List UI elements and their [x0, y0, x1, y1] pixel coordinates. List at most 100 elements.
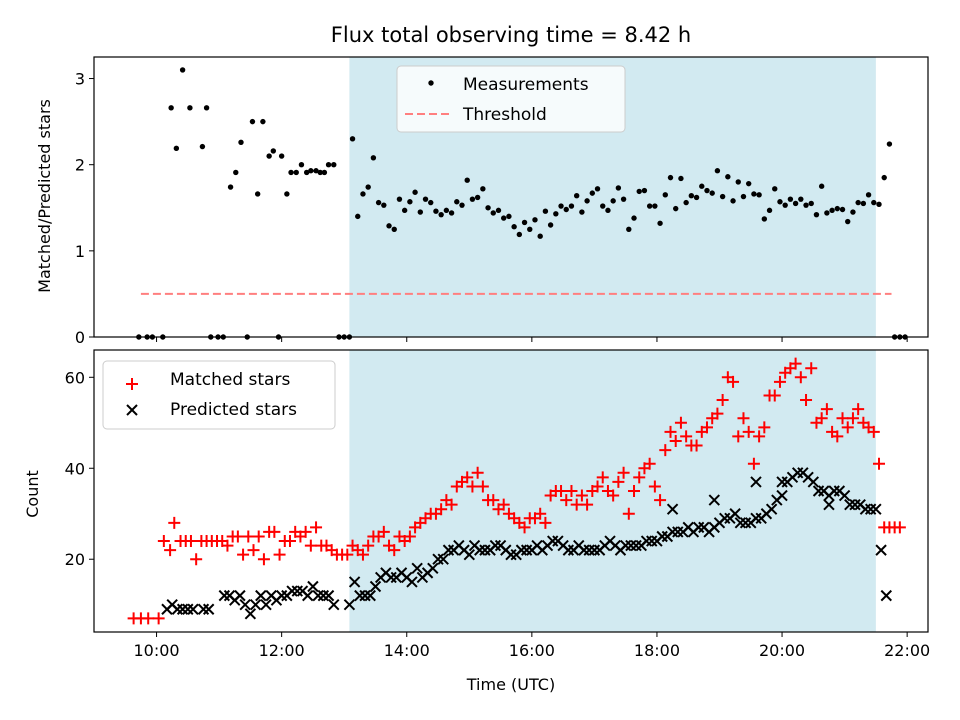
- data-point: [275, 589, 288, 602]
- data-point: [202, 603, 215, 615]
- data-point: [666, 526, 679, 538]
- data-point: [581, 498, 594, 511]
- data-point: [666, 503, 679, 515]
- data-point: [252, 530, 265, 543]
- data-point: [176, 603, 189, 615]
- data-point: [750, 476, 762, 488]
- data-point: [742, 425, 755, 438]
- data-point: [565, 485, 578, 497]
- data-point: [570, 498, 583, 511]
- data-point: [233, 169, 239, 176]
- data-point: [312, 589, 324, 602]
- data-point: [612, 475, 625, 488]
- data-point: [831, 430, 844, 443]
- bottom-y-tick-label: 60: [65, 368, 85, 387]
- data-point: [562, 544, 575, 556]
- data-point: [547, 222, 554, 228]
- data-point: [812, 485, 825, 497]
- data-point: [667, 174, 674, 181]
- data-point: [871, 199, 877, 206]
- legend-predicted-label: Predicted stars: [170, 400, 297, 420]
- data-point: [199, 143, 206, 150]
- x-tick-label: 10:00: [133, 641, 179, 660]
- data-point: [203, 105, 210, 111]
- x-tick-label: 20:00: [759, 641, 805, 660]
- data-point: [575, 489, 588, 502]
- data-point: [244, 608, 257, 620]
- data-point: [433, 208, 439, 214]
- data-point: [438, 211, 444, 218]
- data-point: [798, 196, 804, 202]
- data-point: [310, 521, 323, 534]
- data-point: [375, 199, 382, 206]
- legend-threshold-label: Threshold: [462, 105, 547, 125]
- data-point: [164, 544, 177, 557]
- data-point: [495, 207, 502, 214]
- data-point: [464, 177, 470, 183]
- data-point: [365, 184, 371, 190]
- top-legend-box: [396, 65, 626, 133]
- data-point: [480, 186, 486, 192]
- data-point: [596, 471, 609, 484]
- data-point: [828, 485, 840, 497]
- data-point: [737, 412, 750, 425]
- data-point: [304, 539, 317, 552]
- data-point: [815, 412, 828, 425]
- data-point: [356, 548, 369, 561]
- data-point: [727, 375, 740, 388]
- data-point: [362, 539, 375, 552]
- data-point: [260, 599, 272, 611]
- data-point: [234, 589, 246, 602]
- data-point: [864, 503, 877, 515]
- top-legend: Measurements Threshold: [396, 65, 626, 133]
- data-point: [515, 544, 528, 556]
- data-point: [789, 357, 802, 370]
- data-point: [867, 425, 880, 438]
- data-point: [497, 498, 510, 511]
- data-point: [260, 118, 266, 125]
- data-point: [364, 589, 376, 602]
- data-point: [846, 412, 859, 425]
- data-point: [461, 471, 474, 484]
- data-point: [227, 184, 234, 190]
- data-point: [249, 599, 262, 611]
- data-point: [542, 208, 549, 214]
- data-point: [377, 525, 390, 538]
- data-point: [792, 200, 799, 207]
- data-point: [284, 191, 290, 197]
- data-point: [317, 169, 323, 176]
- data-point: [532, 217, 538, 223]
- data-point: [766, 207, 773, 214]
- data-point: [302, 589, 314, 602]
- data-point: [388, 544, 401, 557]
- bottom-y-axis-label: Count: [23, 470, 42, 518]
- data-point: [463, 548, 476, 561]
- data-point: [690, 439, 703, 452]
- data-point: [605, 207, 611, 214]
- data-point: [750, 512, 762, 524]
- data-point: [501, 215, 507, 221]
- data-point: [782, 202, 788, 208]
- data-point: [773, 375, 786, 388]
- data-point: [818, 183, 825, 189]
- data-point: [711, 407, 724, 420]
- data-point: [683, 199, 689, 206]
- data-point: [568, 203, 575, 209]
- data-point: [646, 203, 653, 209]
- data-point: [776, 476, 788, 488]
- legend-predicted-marker: [126, 404, 138, 416]
- data-point: [633, 471, 646, 484]
- data-point: [747, 457, 760, 470]
- data-point: [708, 494, 720, 506]
- bottom-legend-box: [102, 360, 336, 430]
- data-point: [474, 544, 486, 556]
- data-point: [487, 494, 500, 507]
- data-point: [631, 215, 637, 221]
- data-point: [288, 169, 294, 176]
- data-point: [238, 139, 244, 145]
- data-point: [286, 585, 298, 597]
- data-point: [838, 489, 851, 502]
- data-point: [516, 231, 523, 238]
- data-point: [187, 603, 199, 615]
- data-point: [370, 155, 377, 161]
